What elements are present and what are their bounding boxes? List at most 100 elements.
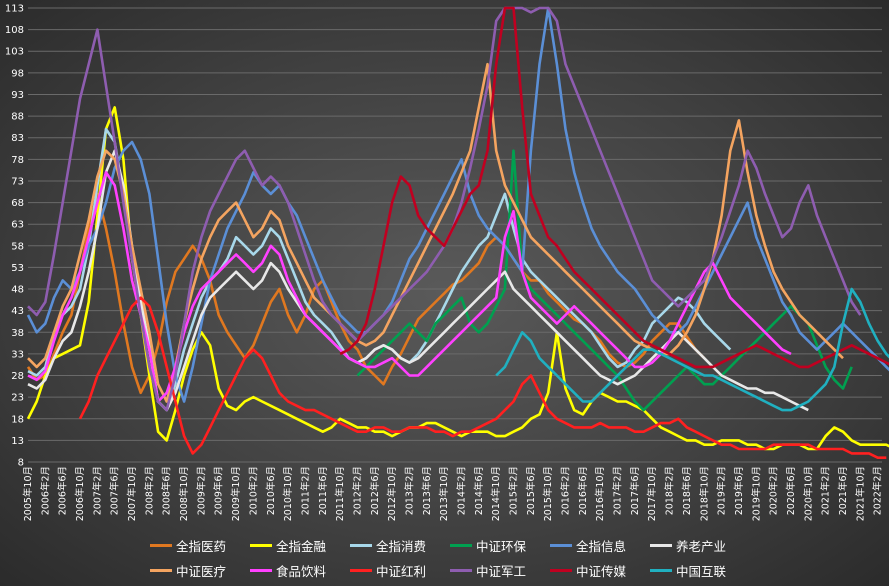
x-tick-label: 2006年2月 [39,466,51,515]
x-tick-label: 2008年2月 [143,466,155,515]
legend-item: 中证传媒 [550,561,650,580]
y-tick-label: 23 [11,393,24,404]
x-tick-label: 2014年10月 [490,466,502,521]
y-tick-label: 103 [5,47,24,58]
y-tick-label: 58 [11,241,24,252]
series-line [26,6,889,403]
y-tick-label: 113 [5,4,24,15]
x-tick-label: 2007年6月 [109,466,121,515]
y-tick-label: 48 [11,285,24,296]
x-tick-label: 2007年10月 [126,466,138,521]
x-tick-label: 2011年2月 [299,466,311,515]
legend-item: 中证红利 [350,561,450,580]
legend-swatch [450,569,472,572]
legend-swatch [650,544,672,547]
x-tick-label: 2013年2月 [403,466,415,515]
legend-row: 中证医疗 食品饮料 中证红利 中证军工 中证传媒 中国互联 [150,561,750,580]
y-tick-label: 8 [18,458,24,469]
legend-item: 食品饮料 [250,561,350,580]
x-tick-label: 2006年6月 [57,466,69,515]
legend-label: 全指金融 [276,539,327,554]
legend-swatch [550,544,572,547]
x-axis-ticks: 2005年10月 2006年2月 2006年6月 2006年10月 2007年2月 200… [22,466,884,521]
y-tick-label: 33 [11,349,24,360]
x-tick-label: 2018年2月 [664,466,676,515]
series-line [495,287,889,412]
series-line [27,171,792,403]
x-tick-label: 2017年10月 [646,466,658,521]
x-tick-label: 2011年6月 [317,466,329,515]
y-tick-label: 68 [11,198,24,209]
legend: 全指医药 全指金融 全指消费 中证环保 全指信息 养老产业 中证医疗 食品饮料 中证红利 中证军… [150,536,750,586]
x-tick-label: 2015年6月 [525,466,537,515]
y-tick-label: 88 [11,112,24,123]
y-tick-label: 108 [5,25,24,36]
legend-item: 中国互联 [650,561,750,580]
series-lines [26,6,889,460]
legend-swatch [550,569,572,572]
x-tick-label: 2021年10月 [854,466,866,521]
y-tick-label: 28 [11,371,24,382]
x-tick-label: 2012年10月 [386,466,398,521]
legend-swatch [150,544,172,547]
x-tick-label: 2008年6月 [161,466,173,515]
legend-label: 中证传媒 [576,564,627,579]
series-line [339,6,889,369]
legend-item: 全指信息 [550,536,650,555]
legend-swatch [350,544,372,547]
y-tick-label: 63 [11,220,24,231]
legend-swatch [150,569,172,572]
x-tick-label: 2012年6月 [369,466,381,515]
y-tick-label: 98 [11,68,24,79]
x-tick-label: 2010年10月 [282,466,294,521]
x-tick-label: 2007年2月 [91,466,103,515]
legend-label: 中证红利 [376,564,427,579]
x-tick-label: 2013年6月 [421,466,433,515]
y-tick-label: 53 [11,263,24,274]
y-tick-label: 18 [11,414,24,425]
x-tick-label: 2017年6月 [629,466,641,515]
legend-item: 中证环保 [450,536,550,555]
x-tick-label: 2019年6月 [733,466,745,515]
legend-swatch [650,569,672,572]
x-tick-label: 2018年6月 [681,466,693,515]
legend-swatch [250,544,272,547]
y-tick-label: 13 [11,436,24,447]
x-tick-label: 2020年6月 [785,466,797,515]
legend-label: 全指医药 [176,539,227,554]
x-tick-label: 2020年10月 [802,466,814,521]
x-tick-label: 2021年2月 [820,466,832,515]
legend-row: 全指医药 全指金融 全指消费 中证环保 全指信息 养老产业 [150,536,750,555]
legend-label: 中证军工 [476,564,527,579]
x-tick-label: 2016年10月 [594,466,606,521]
x-tick-label: 2013年10月 [438,466,450,521]
y-tick-label: 73 [11,176,24,187]
x-tick-label: 2009年6月 [213,466,225,515]
x-tick-label: 2022年2月 [872,466,884,515]
y-axis-ticks: 8 13 18 23 28 33 38 43 48 53 58 63 68 73 78 83 88 93 98 103… [5,4,24,469]
legend-label: 食品饮料 [276,564,327,579]
legend-label: 养老产业 [676,539,727,554]
x-tick-label: 2020年2月 [768,466,780,515]
x-tick-label: 2019年10月 [750,466,762,521]
legend-label: 中证环保 [476,539,527,554]
legend-item: 全指医药 [150,536,250,555]
x-tick-label: 2019年2月 [716,466,728,515]
legend-item: 全指消费 [350,536,450,555]
x-tick-label: 2016年2月 [560,466,572,515]
legend-swatch [450,544,472,547]
x-tick-label: 2014年6月 [473,466,485,515]
legend-swatch [350,569,372,572]
legend-label: 全指消费 [376,539,427,554]
x-tick-label: 2014年2月 [456,466,468,515]
x-tick-label: 2010年2月 [247,466,259,515]
legend-item: 中证医疗 [150,561,250,580]
y-tick-label: 83 [11,133,24,144]
series-line [356,149,853,412]
x-tick-label: 2010年6月 [265,466,277,515]
x-tick-label: 2009年2月 [195,466,207,515]
x-tick-label: 2017年2月 [612,466,624,515]
legend-label: 中国互联 [676,564,727,579]
x-tick-label: 2015年2月 [508,466,520,515]
